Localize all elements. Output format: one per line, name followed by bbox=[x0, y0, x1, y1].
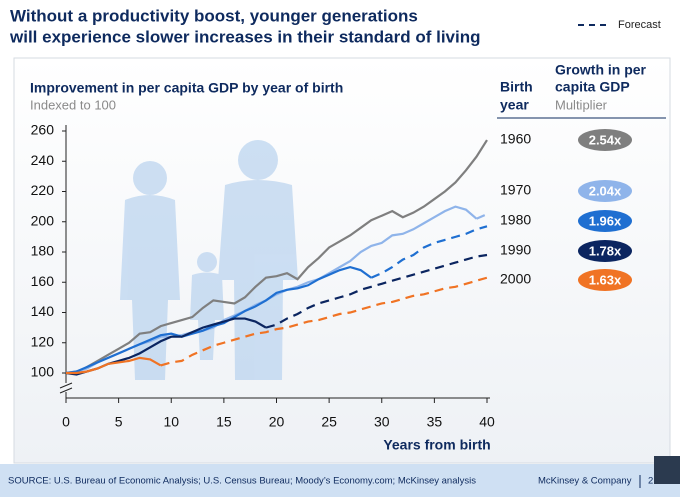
multiplier-badge bbox=[578, 129, 632, 151]
x-tick-label: 35 bbox=[427, 414, 443, 430]
line bbox=[66, 356, 162, 375]
page-number: 2 bbox=[648, 476, 653, 487]
multiplier: 1.78x bbox=[589, 243, 622, 258]
x-tick-label: 10 bbox=[163, 414, 179, 430]
table-header: capita GDP bbox=[555, 79, 630, 95]
x-tick-label: 40 bbox=[479, 414, 495, 430]
forecast-legend-label: Forecast bbox=[618, 19, 661, 31]
line bbox=[66, 139, 488, 375]
x-tick-label: 25 bbox=[321, 414, 337, 430]
multiplier-badge bbox=[578, 240, 632, 262]
source: SOURCE: U.S. Bureau of Economic Analysis… bbox=[8, 476, 476, 487]
axis-break bbox=[59, 382, 73, 389]
y-tick-label: 160 bbox=[31, 273, 55, 289]
title-line: will experience slower increases in thei… bbox=[9, 27, 481, 46]
nav-icon[interactable] bbox=[654, 456, 680, 484]
birth-year: 1980 bbox=[500, 212, 531, 228]
forecast-line bbox=[265, 253, 488, 329]
line bbox=[65, 265, 372, 375]
unit-label: Indexed to 100 bbox=[30, 97, 116, 112]
chart-panel bbox=[13, 57, 671, 464]
y-tick-label: 180 bbox=[31, 243, 55, 259]
multiplier: 1.63x bbox=[589, 272, 622, 287]
forecast-line bbox=[476, 213, 488, 220]
table-header: Birth bbox=[500, 79, 533, 95]
x-axis-title: Years from birth bbox=[383, 437, 490, 453]
birth-year: 1970 bbox=[500, 182, 531, 198]
multiplier: 1.96x bbox=[589, 213, 622, 228]
y-tick-label: 120 bbox=[31, 333, 55, 349]
x-tick-label: 5 bbox=[115, 414, 123, 430]
y-tick-label: 260 bbox=[31, 122, 55, 138]
table-header: Growth in per bbox=[555, 62, 647, 78]
y-tick-label: 220 bbox=[31, 182, 55, 198]
birth-year: 1990 bbox=[500, 242, 531, 258]
x-tick-label: 0 bbox=[62, 414, 70, 430]
y-tick-label: 140 bbox=[31, 303, 55, 319]
x-tick-label: 30 bbox=[374, 414, 390, 430]
x-tick-label: 20 bbox=[269, 414, 285, 430]
multiplier-badge bbox=[578, 210, 632, 232]
multiplier-badge bbox=[578, 269, 632, 291]
birth-year: 2000 bbox=[500, 271, 531, 287]
company: McKinsey & Company bbox=[538, 476, 632, 487]
x-tick-label: 15 bbox=[216, 414, 232, 430]
subtitle: Improvement in per capita GDP by year of… bbox=[30, 80, 343, 96]
multiplier: 2.04x bbox=[589, 183, 622, 198]
y-tick-label: 200 bbox=[31, 212, 55, 228]
y-tick-label: 100 bbox=[31, 364, 55, 380]
multiplier: 2.54x bbox=[589, 132, 622, 147]
table-header: Multiplier bbox=[555, 97, 608, 112]
title-line: Without a productivity boost, younger ge… bbox=[10, 6, 418, 25]
y-tick-label: 240 bbox=[31, 152, 55, 168]
forecast-line bbox=[160, 276, 488, 367]
footer-band bbox=[0, 464, 680, 497]
birth-year: 1960 bbox=[500, 131, 531, 147]
table-header: year bbox=[500, 97, 529, 113]
multiplier-badge bbox=[578, 180, 632, 202]
axis-break bbox=[59, 387, 73, 394]
forecast-line bbox=[370, 225, 488, 279]
